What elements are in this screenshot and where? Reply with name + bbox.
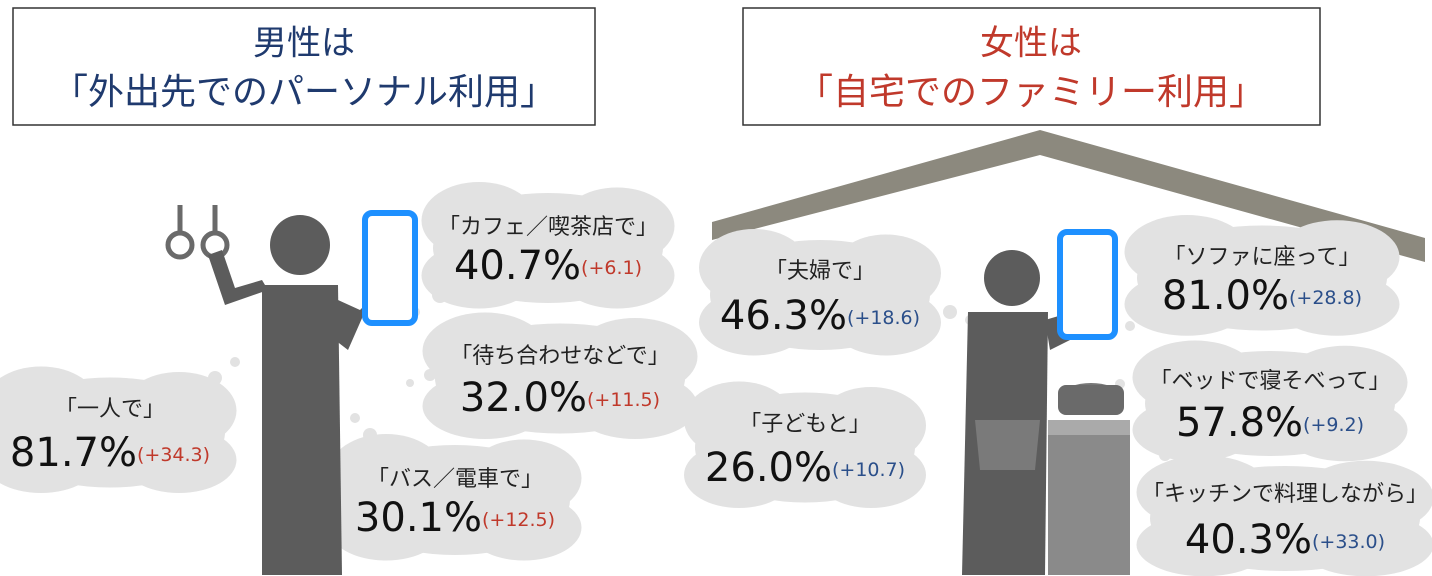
item-value: 40.3% bbox=[1185, 517, 1312, 563]
item-label: 「夫婦で」 bbox=[765, 259, 875, 284]
cloud-dot bbox=[1133, 371, 1147, 385]
item-value: 57.8% bbox=[1176, 400, 1303, 446]
cloud-dot bbox=[1159, 449, 1171, 461]
right-title-line: 女性は bbox=[980, 24, 1082, 64]
cloud-dot bbox=[943, 305, 957, 319]
item-label: 「ソファに座って」 bbox=[1164, 245, 1361, 270]
item-change: (+9.2) bbox=[1303, 414, 1364, 436]
cloud-dot bbox=[350, 413, 360, 423]
phone-icon bbox=[365, 213, 415, 323]
infographic: 男性は 「外出先でのパーソナル利用」 女性は 「自宅でのファミリー利用」 「カフ… bbox=[0, 0, 1432, 576]
item-change: (+12.5) bbox=[482, 509, 555, 531]
item-label: 「待ち合わせなどで」 bbox=[450, 344, 670, 369]
item-value: 30.1% bbox=[355, 495, 482, 541]
item-change: (+34.3) bbox=[137, 444, 210, 466]
left-title-line: 男性は bbox=[253, 24, 355, 64]
cloud-dot bbox=[424, 369, 436, 381]
item-change: (+18.6) bbox=[847, 307, 920, 329]
cloud-dot bbox=[406, 379, 414, 387]
item-label: 「バス／電車で」 bbox=[367, 467, 543, 492]
item-change: (+6.1) bbox=[581, 257, 642, 279]
page: 男性は 「外出先でのパーソナル利用」 女性は 「自宅でのファミリー利用」 「カフ… bbox=[0, 0, 1432, 576]
cloud-dot bbox=[1181, 461, 1199, 479]
item-change: (+10.7) bbox=[832, 459, 905, 481]
item-change: (+28.8) bbox=[1289, 287, 1362, 309]
item-value: 81.7% bbox=[10, 430, 137, 476]
item-change: (+11.5) bbox=[587, 389, 660, 411]
cloud-dot bbox=[230, 357, 240, 367]
right-title-line: 「自宅でのファミリー利用」 bbox=[797, 72, 1265, 113]
cloud-dot bbox=[1125, 321, 1135, 331]
item-label: 「一人で」 bbox=[55, 397, 165, 422]
item-label: 「キッチンで料理しながら」 bbox=[1142, 482, 1428, 507]
cloud-dot bbox=[432, 287, 448, 303]
phone-icon bbox=[1060, 232, 1115, 337]
item-label: 「ベッドで寝そべって」 bbox=[1150, 369, 1391, 394]
item-value: 32.0% bbox=[460, 375, 587, 421]
apron bbox=[975, 420, 1040, 470]
item-value: 26.0% bbox=[705, 445, 832, 491]
cloud-dot bbox=[208, 371, 222, 385]
item-value: 46.3% bbox=[720, 293, 847, 339]
item-change: (+33.0) bbox=[1312, 531, 1385, 553]
item-label: 「カフェ／喫茶店で」 bbox=[438, 215, 658, 240]
cloud-dot bbox=[1143, 311, 1157, 325]
item-value: 40.7% bbox=[454, 243, 581, 289]
cloud-dot bbox=[363, 428, 377, 442]
item-value: 81.0% bbox=[1162, 273, 1289, 319]
left-title-line: 「外出先でのパーソナル利用」 bbox=[52, 72, 556, 113]
item-label: 「子どもと」 bbox=[739, 412, 871, 437]
